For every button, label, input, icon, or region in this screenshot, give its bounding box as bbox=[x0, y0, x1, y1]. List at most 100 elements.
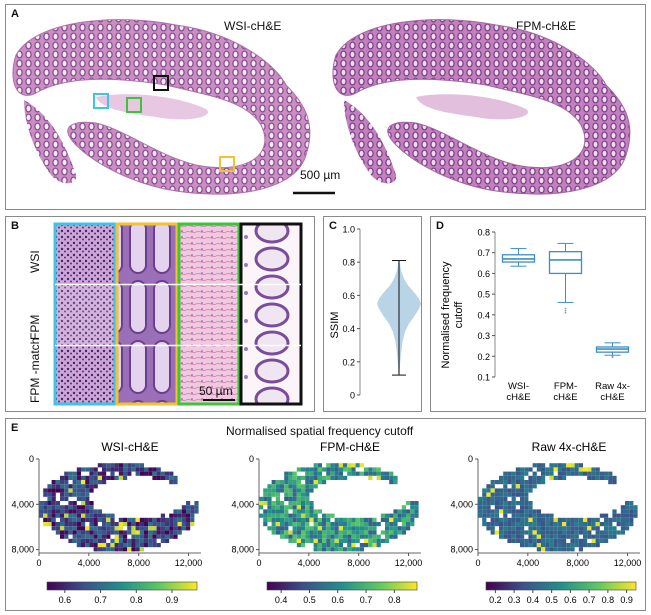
map-cell bbox=[263, 501, 268, 506]
map-cell bbox=[60, 475, 65, 480]
map-cell bbox=[372, 534, 377, 539]
map-cell bbox=[47, 509, 52, 514]
map-cell bbox=[355, 547, 360, 552]
map-cell bbox=[284, 484, 289, 489]
frequency-map: WSI-cH&E 0 4,000 8,000 12,000 0 4,000 8,000 0.6 0… bbox=[11, 440, 202, 605]
map-cell bbox=[93, 513, 98, 518]
map-cell bbox=[562, 471, 567, 476]
map-cell bbox=[156, 522, 161, 527]
map-cell bbox=[93, 480, 98, 485]
map-cell bbox=[313, 543, 318, 548]
map-cell bbox=[334, 526, 339, 531]
map-cell bbox=[532, 538, 537, 543]
map-cell bbox=[490, 488, 495, 493]
map-cell bbox=[528, 480, 533, 485]
map-cell bbox=[583, 538, 588, 543]
map-cell bbox=[524, 517, 529, 522]
map-cell bbox=[81, 517, 86, 522]
map-cell bbox=[494, 509, 499, 514]
map-cell bbox=[152, 526, 157, 531]
map-cell bbox=[102, 538, 107, 543]
map-cell bbox=[376, 475, 381, 480]
map-cell bbox=[317, 526, 322, 531]
map-cell bbox=[93, 543, 98, 548]
map-cell bbox=[397, 530, 402, 535]
map-cell bbox=[275, 492, 280, 497]
box-outlier bbox=[564, 309, 567, 312]
map-cell bbox=[574, 538, 579, 543]
map-cell bbox=[68, 505, 73, 510]
map-cell bbox=[131, 534, 136, 539]
map-cell bbox=[524, 492, 529, 497]
ssim-axis-label: SSIM bbox=[329, 312, 341, 339]
map-cell bbox=[494, 522, 499, 527]
map-cell bbox=[372, 526, 377, 531]
map-xtick-label: 12,000 bbox=[395, 558, 423, 568]
map-cell bbox=[313, 484, 318, 489]
map-cell bbox=[72, 530, 77, 535]
map-cell bbox=[620, 526, 625, 531]
map-cell bbox=[60, 522, 65, 527]
map-cell bbox=[570, 538, 575, 543]
map-cell bbox=[536, 509, 541, 514]
map-cell bbox=[372, 467, 377, 472]
map-cell bbox=[267, 509, 272, 514]
map-cell bbox=[499, 517, 504, 522]
map-cell bbox=[135, 543, 140, 548]
map-cell bbox=[288, 505, 293, 510]
map-cell bbox=[553, 467, 558, 472]
map-cell bbox=[305, 538, 310, 543]
map-cell bbox=[64, 488, 69, 493]
map-cell bbox=[372, 471, 377, 476]
map-cell bbox=[181, 505, 186, 510]
map-cell bbox=[267, 488, 272, 493]
map-cell bbox=[68, 475, 73, 480]
colorbar-tick-label: 0.6 bbox=[331, 595, 344, 605]
map-cell bbox=[317, 480, 322, 485]
map-cell bbox=[536, 513, 541, 518]
map-cell bbox=[305, 530, 310, 535]
map-cell bbox=[536, 517, 541, 522]
map-cell bbox=[60, 484, 65, 489]
map-cell bbox=[169, 522, 174, 527]
map-cell bbox=[131, 463, 136, 468]
map-cell bbox=[528, 509, 533, 514]
map-cell bbox=[385, 530, 390, 535]
map-cell bbox=[275, 517, 280, 522]
map-cell bbox=[81, 509, 86, 514]
map-cell bbox=[359, 463, 364, 468]
map-cell bbox=[144, 467, 149, 472]
map-cell bbox=[620, 505, 625, 510]
map-cell bbox=[309, 517, 314, 522]
map-cell bbox=[401, 522, 406, 527]
map-cell bbox=[503, 480, 508, 485]
map-cell bbox=[583, 543, 588, 548]
map-cell bbox=[55, 505, 60, 510]
map-cell bbox=[284, 530, 289, 535]
map-cell bbox=[499, 534, 504, 539]
map-cell bbox=[507, 488, 512, 493]
map-cell bbox=[144, 471, 149, 476]
panel-b-label: B bbox=[11, 220, 19, 232]
map-cell bbox=[368, 475, 373, 480]
map-cell bbox=[139, 547, 144, 552]
map-cell bbox=[520, 488, 525, 493]
map-cell bbox=[280, 501, 285, 506]
map-cell bbox=[334, 530, 339, 535]
map-cell bbox=[583, 526, 588, 531]
map-cell bbox=[72, 484, 77, 489]
map-cell bbox=[271, 526, 276, 531]
map-cell bbox=[359, 530, 364, 535]
map-cell bbox=[599, 475, 604, 480]
map-cell bbox=[85, 501, 90, 506]
map-cell bbox=[393, 530, 398, 535]
map-cell bbox=[284, 513, 289, 518]
map-cell bbox=[301, 526, 306, 531]
map-cell bbox=[380, 538, 385, 543]
map-cell bbox=[368, 538, 373, 543]
map-cell bbox=[181, 513, 186, 518]
map-cell bbox=[131, 467, 136, 472]
colorbar-tick-label: 0.7 bbox=[94, 595, 107, 605]
map-cell bbox=[351, 530, 356, 535]
map-cell bbox=[486, 496, 491, 501]
